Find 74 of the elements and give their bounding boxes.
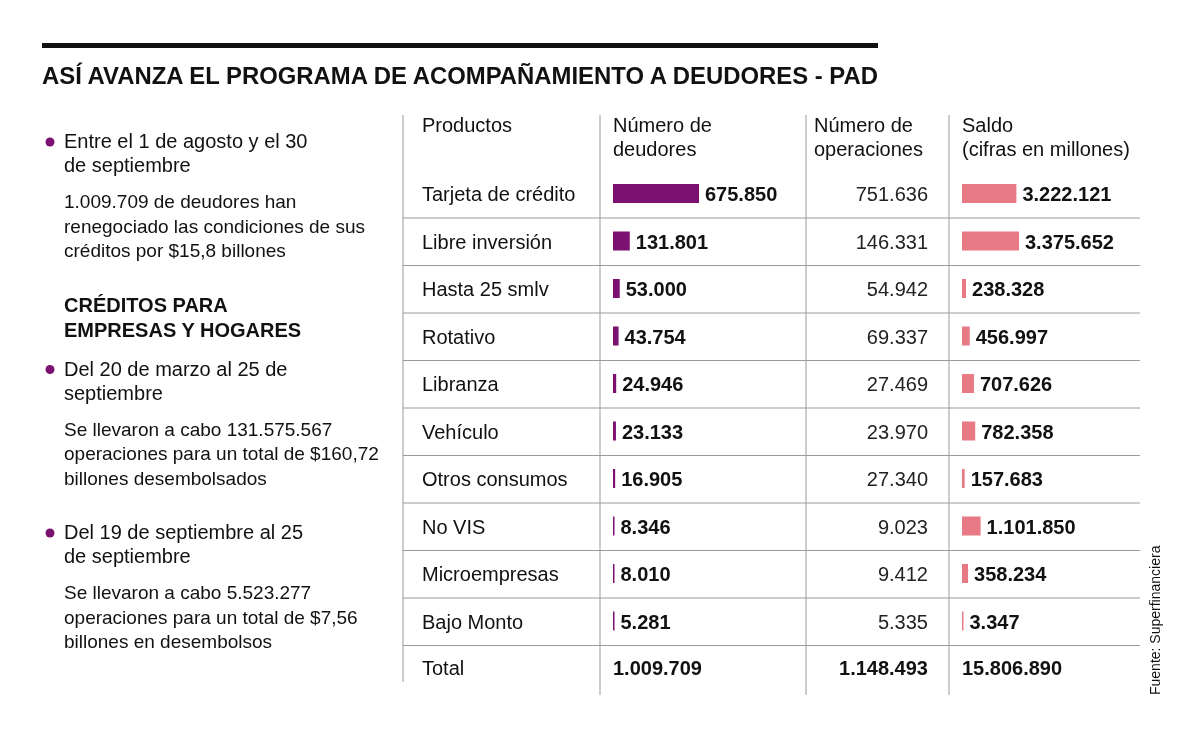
- source-note: Fuente: Superfinanciera: [1147, 545, 1163, 695]
- data-label: 27.340: [866, 468, 928, 490]
- data-label: 751.636: [855, 183, 928, 205]
- y-tick-label: Libre inversión: [422, 230, 553, 253]
- data-label: 5.281: [620, 610, 671, 633]
- data-label: 8.346: [620, 515, 671, 538]
- data-label: 358.234: [974, 563, 1048, 585]
- data-label: 27.469: [866, 373, 928, 395]
- text: Número de operaciones: [814, 114, 923, 160]
- bar: [613, 421, 616, 441]
- y-tick-label: Bajo Monto: [422, 610, 524, 633]
- text: 15.806.890: [962, 657, 1063, 679]
- data-label: 456.997: [975, 325, 1049, 348]
- text: Se llevaron a cabo 5.523.277 operaciones para un total de $7,56 billones en desembolsos: [64, 582, 358, 652]
- data-label: 16.905: [621, 468, 683, 490]
- bar: [962, 326, 970, 346]
- y-tick-label: No VIS: [422, 515, 486, 538]
- data-label: 8.010: [620, 563, 671, 585]
- bar: [962, 516, 981, 536]
- bar: [613, 469, 616, 488]
- text: 1.009.709: [613, 657, 702, 679]
- data-label: 54.942: [866, 278, 928, 300]
- data-label: 157.683: [970, 468, 1043, 490]
- bar: [962, 374, 974, 393]
- data-label: 675.850: [705, 183, 778, 205]
- data-label: 53.000: [625, 278, 687, 300]
- bar: [962, 231, 1019, 251]
- data-label: 9.023: [877, 515, 928, 538]
- y-tick-label: Libranza: [422, 373, 500, 395]
- data-label: 43.754: [624, 325, 687, 348]
- data-label: 146.331: [855, 230, 928, 253]
- text: Del 20 de marzo al 25 de septiembre: [64, 357, 288, 404]
- data-label: 3.375.652: [1025, 230, 1114, 253]
- text: ASÍ AVANZA EL PROGRAMA DE ACOMPAÑAMIENTO A DEUDORES - PAD: [42, 62, 883, 89]
- data-label: 238.328: [972, 278, 1045, 300]
- chart-subtitle: (cifras en millones): [962, 138, 1130, 160]
- y-tick-label: Otros consumos: [422, 468, 568, 490]
- data-label: 1.101.850: [986, 515, 1076, 538]
- data-label: 5.335: [877, 610, 928, 633]
- bar: [613, 279, 620, 298]
- y-tick-label: Hasta 25 smlv: [422, 278, 549, 300]
- data-label: 23.133: [621, 420, 684, 443]
- text: CRÉDITOS PARA EMPRESAS Y HOGARES: [64, 293, 302, 341]
- y-axis-title: Productos: [422, 114, 513, 136]
- text: Del 19 de septiembre al 25 de septiembre: [64, 521, 304, 567]
- chart-title: Saldo: [962, 114, 1014, 136]
- data-label: 24.946: [622, 373, 684, 395]
- data-label: 782.358: [981, 420, 1054, 443]
- y-tick-label: Vehículo: [422, 420, 499, 443]
- text: Entre el 1 de agosto y el 30 de septiembre: [64, 130, 308, 176]
- bar: [962, 469, 965, 488]
- bar: [613, 326, 619, 346]
- data-label: 3.222.121: [1022, 183, 1112, 205]
- data-label: 131.801: [635, 230, 709, 253]
- chart-title: Número de deudores: [613, 114, 712, 160]
- bar: [613, 374, 617, 393]
- data-label: 23.970: [866, 420, 928, 443]
- bar: [962, 279, 967, 298]
- bar: [962, 564, 969, 583]
- y-tick-label: Tarjeta de crédito: [422, 183, 576, 205]
- data-label: 69.337: [866, 325, 928, 348]
- bar: [613, 231, 630, 251]
- data-label: 9.412: [877, 563, 928, 585]
- bar: [613, 184, 699, 203]
- data-label: 3.347: [969, 610, 1020, 633]
- text: 1.009.709 de deudores han renegociado las condiciones de sus créditos por $15,8 billones: [64, 191, 366, 261]
- text: Total: [422, 657, 465, 679]
- y-tick-label: Rotativo: [422, 325, 496, 348]
- bar: [962, 184, 1017, 203]
- text: Se llevaron a cabo 131.575.567 operaciones para un total de $160,72 billones desembolsados: [64, 418, 379, 489]
- text: 1.148.493: [839, 657, 928, 679]
- bar: [962, 421, 976, 441]
- y-tick-label: Microempresas: [422, 563, 559, 585]
- data-label: 707.626: [979, 373, 1053, 395]
